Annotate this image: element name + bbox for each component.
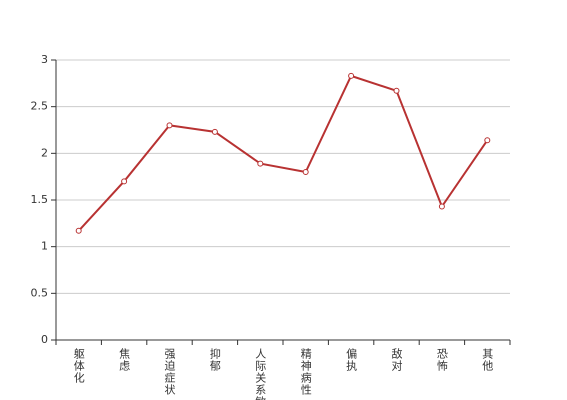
x-tick-label: 焦虑 [118, 348, 131, 372]
point [302, 169, 309, 175]
x-tick-label: 抑郁 [208, 347, 221, 372]
point [257, 160, 264, 167]
line [77, 74, 489, 232]
y-tick-label: 1 [41, 240, 48, 253]
y-tick-label: 3 [41, 53, 48, 66]
y-tick-label: 2 [41, 146, 48, 159]
y-tick-label: 1.5 [31, 193, 49, 206]
point [211, 128, 218, 135]
point [121, 178, 128, 185]
point [484, 137, 491, 144]
y-tick-label: 0.5 [31, 286, 49, 299]
point [75, 227, 82, 234]
y-tick-label: 2.5 [31, 100, 49, 113]
point [166, 122, 173, 129]
y-tick-label: 0 [41, 333, 48, 346]
point [393, 87, 400, 94]
point [438, 203, 445, 210]
x-tick-label: 强迫症状 [163, 348, 176, 396]
x-tick-label: 人际关系敏感 [254, 348, 267, 400]
x-tick-label: 偏执 [345, 347, 358, 372]
x-tick-label: 精神病性 [299, 348, 312, 396]
x-tick-label: 其他 [481, 348, 494, 372]
x-tick-label: 恐怖 [435, 348, 448, 372]
x-tick-label: 敌对 [390, 347, 403, 372]
point [348, 72, 355, 79]
x-tick-label: 躯体化 [72, 348, 85, 384]
